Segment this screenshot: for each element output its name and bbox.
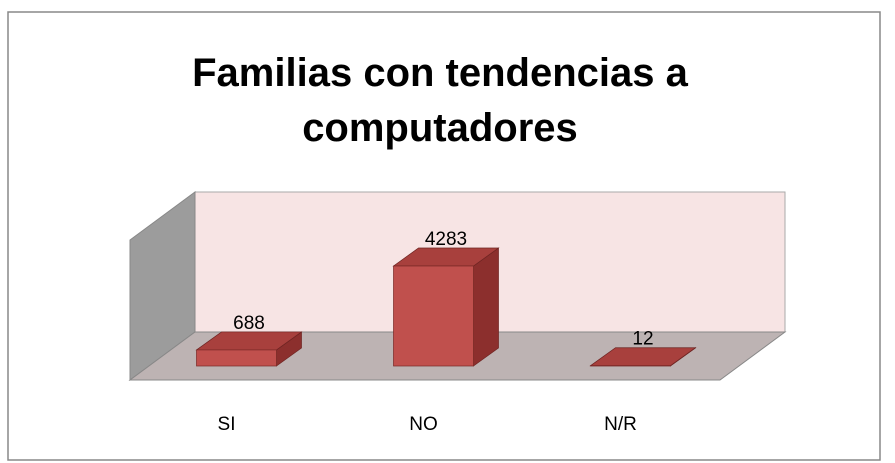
bar (393, 265, 474, 367)
x-tick-label: NO (409, 414, 438, 435)
chart-title: Familias con tendencias a computadores (192, 51, 688, 150)
data-label: 688 (233, 313, 265, 334)
x-tick-label: SI (218, 414, 236, 435)
x-tick-label: N/R (604, 414, 637, 435)
data-label: 4283 (425, 229, 467, 250)
bar (196, 349, 277, 367)
data-label: 12 (632, 329, 653, 350)
bar-side (473, 247, 499, 367)
